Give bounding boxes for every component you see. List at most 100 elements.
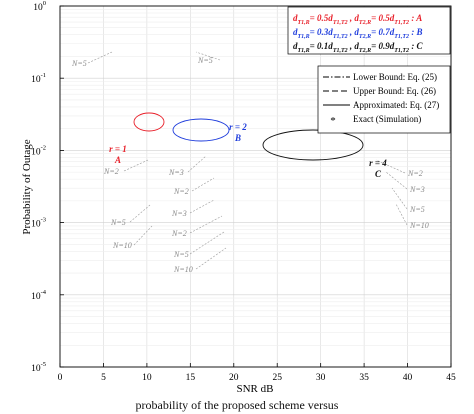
x-tick-label: 5 [101,373,106,383]
y-axis-title: Probability of Outage [21,139,33,234]
sim-marker [0,49,2,52]
y-tick-label: 10-5 [31,361,46,374]
group-legend: dT1,R= 0.5dT1,T2 , dT2,R= 0.5dT1,T2 : A … [287,6,451,55]
y-tick-label: 10-4 [31,289,47,302]
sim-marker [0,260,2,263]
x-tick-label: 35 [359,373,369,383]
group-ellipse-c [262,129,364,161]
sim-marker [0,260,2,263]
n-label: N=2 [103,167,119,176]
group-ellipse-b [172,118,230,142]
pointer-line [129,204,151,223]
pointer-line [187,155,207,173]
plot-frame [59,5,452,368]
sim-marker [0,260,2,263]
sim-marker [0,101,2,104]
legend-label-lower: Lower Bound: Eq. (25) [353,72,437,82]
n-label: N=10 [112,241,132,250]
legend-label-approx: Approximated: Eq. (27) [353,100,439,110]
x-tick-label: 30 [316,373,326,383]
sim-marker [0,260,2,263]
sim-marker [0,172,2,175]
group-legend-box [287,6,451,55]
pointer-line [123,159,149,172]
style-legend: Lower Bound: Eq. (25) Upper Bound: Eq. (… [317,65,451,134]
sim-marker [0,172,2,175]
group-ellipse-a [133,112,165,132]
n-label: N=2 [407,169,423,178]
n-label: N=3 [409,185,425,194]
pointer-line [87,51,113,64]
n-label: N=2 [171,229,187,238]
x-tick-label: 40 [403,373,413,383]
n-label: N=2 [173,187,189,196]
sim-marker [0,260,2,263]
sim-marker [0,49,2,52]
n-label: N=5 [71,59,87,68]
group-label-c: r = 4 C [369,158,387,179]
sim-marker [0,101,2,104]
plot-background [60,6,451,367]
n-label: N=10 [409,221,429,230]
svg-text:B: B [234,133,241,143]
sim-marker [0,16,2,19]
x-tick-label: 45 [446,373,456,383]
x-tick-label: 0 [58,373,63,383]
x-tick-label: 15 [186,373,196,383]
y-tick-label: 100 [33,0,46,13]
x-tick-label: 20 [229,373,239,383]
svg-text:C: C [375,169,382,179]
sim-marker [0,49,2,52]
svg-text:r = 2: r = 2 [229,122,247,132]
n-label: N=3 [168,168,184,177]
svg-text:r = 4: r = 4 [369,158,387,168]
svg-text:r = 1: r = 1 [109,144,127,154]
sim-marker [0,49,2,52]
sim-marker [0,101,2,104]
pointer-line [395,203,408,226]
group-legend-b: dT1,R= 0.3dT1,T2 , dT2,R= 0.7dT1,T2 : B [293,27,423,40]
legend-label-upper: Upper Bound: Eq. (26) [353,86,436,96]
sim-marker [0,16,2,19]
sim-marker [0,172,2,175]
pointer-line [391,187,408,210]
annotation-pointers [87,51,408,270]
group-legend-a: dT1,R= 0.5dT1,T2 , dT2,R= 0.5dT1,T2 : A [293,13,422,26]
sim-marker [0,16,2,19]
n-label: N=5 [197,56,213,65]
pointer-line [375,159,406,174]
x-axis-title: SNR dB [237,383,274,395]
y-tick-label: 10-1 [31,72,46,85]
n-label: N=5 [409,205,425,214]
n-label: N=5 [110,218,126,227]
group-label-a: r = 1 A [109,144,127,165]
pointer-line [195,247,227,270]
pointer-line [189,215,223,234]
y-tick-label: 10-3 [31,217,46,230]
outage-chart: 0 5 10 15 20 25 30 35 40 45 10010-110-210-310-410… [0,0,456,395]
n-label: N=5 [173,250,189,259]
sim-marker [0,49,2,52]
group-label-b: r = 2 B [229,122,247,143]
n-label: N=10 [173,265,193,274]
n-label: N=3 [171,209,187,218]
sim-marker [0,16,2,19]
x-tick-label: 10 [142,373,152,383]
pointer-line [385,171,408,190]
sim-marker [0,172,2,175]
svg-text:A: A [114,155,121,165]
simulation-markers [0,16,2,262]
figure-caption: probability of the proposed scheme versu… [135,398,339,412]
legend-marker-exact: * [330,115,336,127]
sim-marker [0,16,2,19]
pointer-line [195,51,221,61]
y-tick-label: 10-2 [31,144,46,157]
group-legend-c: dT1,R= 0.1dT1,T2 , dT2,R= 0.9dT1,T2 : C [293,41,424,54]
y-axis-ticks: 100 10-1 10-2 10-3 10-4 10-5 [31,0,64,374]
x-axis-ticks: 0 5 10 15 20 25 30 35 40 45 [58,363,456,383]
sim-marker [0,101,2,104]
x-tick-label: 25 [272,373,282,383]
sim-marker [0,101,2,104]
n-annotations: N=5 N=5 N=2 N=3 N=2 N=5 N=3 N=10 N=2 N=5… [71,56,429,274]
